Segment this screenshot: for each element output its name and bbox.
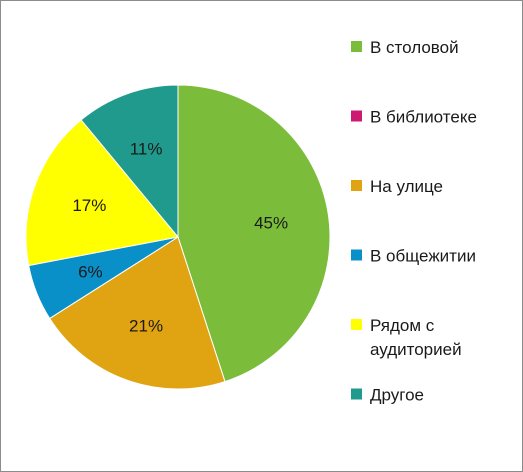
- legend-label-на-улице: На улице: [370, 177, 443, 196]
- pie-slice-на-улице: [48, 236, 226, 390]
- legend-label-рядом-с-аудиторией: Рядом с аудиторией: [370, 316, 462, 359]
- legend-swatch-в-общежитии: [351, 249, 362, 261]
- legend-label-другое: Другое: [370, 386, 424, 405]
- legend-swatch-на-улице: [351, 180, 362, 191]
- legend-swatch-рядом-с-аудиторией: [351, 319, 362, 330]
- data-label-на-улице: 21%: [129, 317, 163, 336]
- pie-slice-рядом-с-аудиторией: [25, 119, 179, 267]
- legend-swatch-другое: [351, 388, 362, 400]
- data-label-в-столовой: 45%: [254, 213, 288, 232]
- legend-label-в-библиотеке: В библиотеке: [370, 108, 477, 127]
- data-label-в-общежитии: 6%: [78, 263, 103, 282]
- data-label-рядом-с-аудиторией: 17%: [72, 196, 106, 215]
- legend-label-в-общежитии: В общежитии: [370, 247, 476, 266]
- legend-label-в-столовой: В столовой: [370, 38, 459, 57]
- pie-slice-другое: [80, 84, 179, 239]
- data-label-другое: 11%: [130, 139, 163, 158]
- legend-swatch-в-библиотеке: [351, 110, 362, 122]
- legend-swatch-в-столовой: [351, 41, 362, 52]
- pie-slice-в-столовой: [177, 84, 331, 383]
